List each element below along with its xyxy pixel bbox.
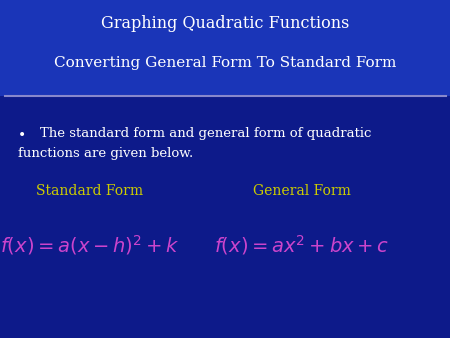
Text: $f(x)=ax^{2}+bx+c$: $f(x)=ax^{2}+bx+c$: [214, 233, 389, 257]
Text: functions are given below.: functions are given below.: [18, 147, 193, 160]
Text: Converting General Form To Standard Form: Converting General Form To Standard Form: [54, 55, 396, 70]
Text: •: •: [18, 128, 26, 142]
Text: $f(x)=a\left(x-h\right)^{2}+k$: $f(x)=a\left(x-h\right)^{2}+k$: [0, 233, 180, 257]
Text: The standard form and general form of quadratic: The standard form and general form of qu…: [40, 127, 372, 140]
Text: General Form: General Form: [252, 184, 351, 198]
Text: Graphing Quadratic Functions: Graphing Quadratic Functions: [101, 15, 349, 32]
Text: Standard Form: Standard Form: [36, 184, 144, 198]
Bar: [0, 0, 450, 96]
